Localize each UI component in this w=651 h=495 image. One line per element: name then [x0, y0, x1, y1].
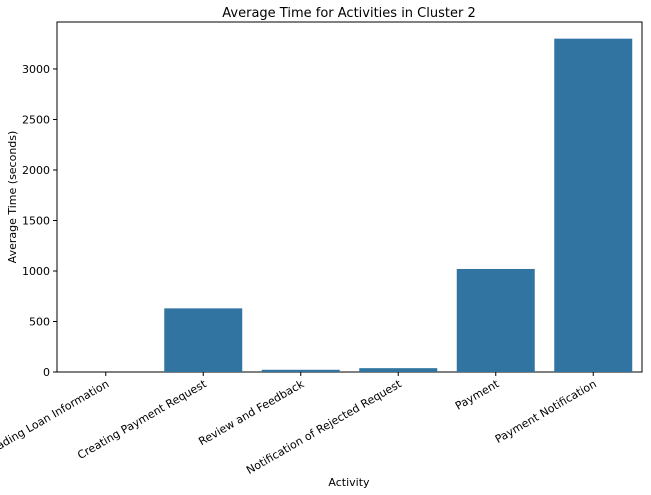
bar-1	[164, 308, 243, 372]
y-axis-label: Average Time (seconds)	[6, 131, 19, 264]
bar-4	[456, 268, 535, 372]
y-tick-label-0: 0	[43, 366, 50, 379]
x-tick-label-3: Notification of Rejected Request	[244, 377, 404, 477]
bar-3	[359, 368, 438, 372]
plot-frame	[56, 21, 643, 373]
x-tick-label-4: Payment	[453, 377, 502, 413]
y-tick-label-3: 1500	[22, 214, 50, 227]
bar-2	[261, 369, 340, 372]
y-tick-label-1: 500	[29, 315, 50, 328]
x-tick-label-5: Payment Notification	[493, 377, 599, 446]
y-tick-label-4: 2000	[22, 164, 50, 177]
chart-title: Average Time for Activities in Cluster 2	[222, 6, 475, 21]
bars-group	[164, 38, 633, 373]
y-tick-label-2: 1000	[22, 265, 50, 278]
x-axis-label: Activity	[328, 476, 370, 489]
x-tick-label-2: Review and Feedback	[196, 377, 306, 448]
y-tick-label-6: 3000	[22, 63, 50, 76]
y-tick-label-5: 2500	[22, 113, 50, 126]
y-axis: 0 500 1000 1500 2000 2500 3000	[22, 63, 57, 379]
bar-5	[554, 38, 633, 373]
